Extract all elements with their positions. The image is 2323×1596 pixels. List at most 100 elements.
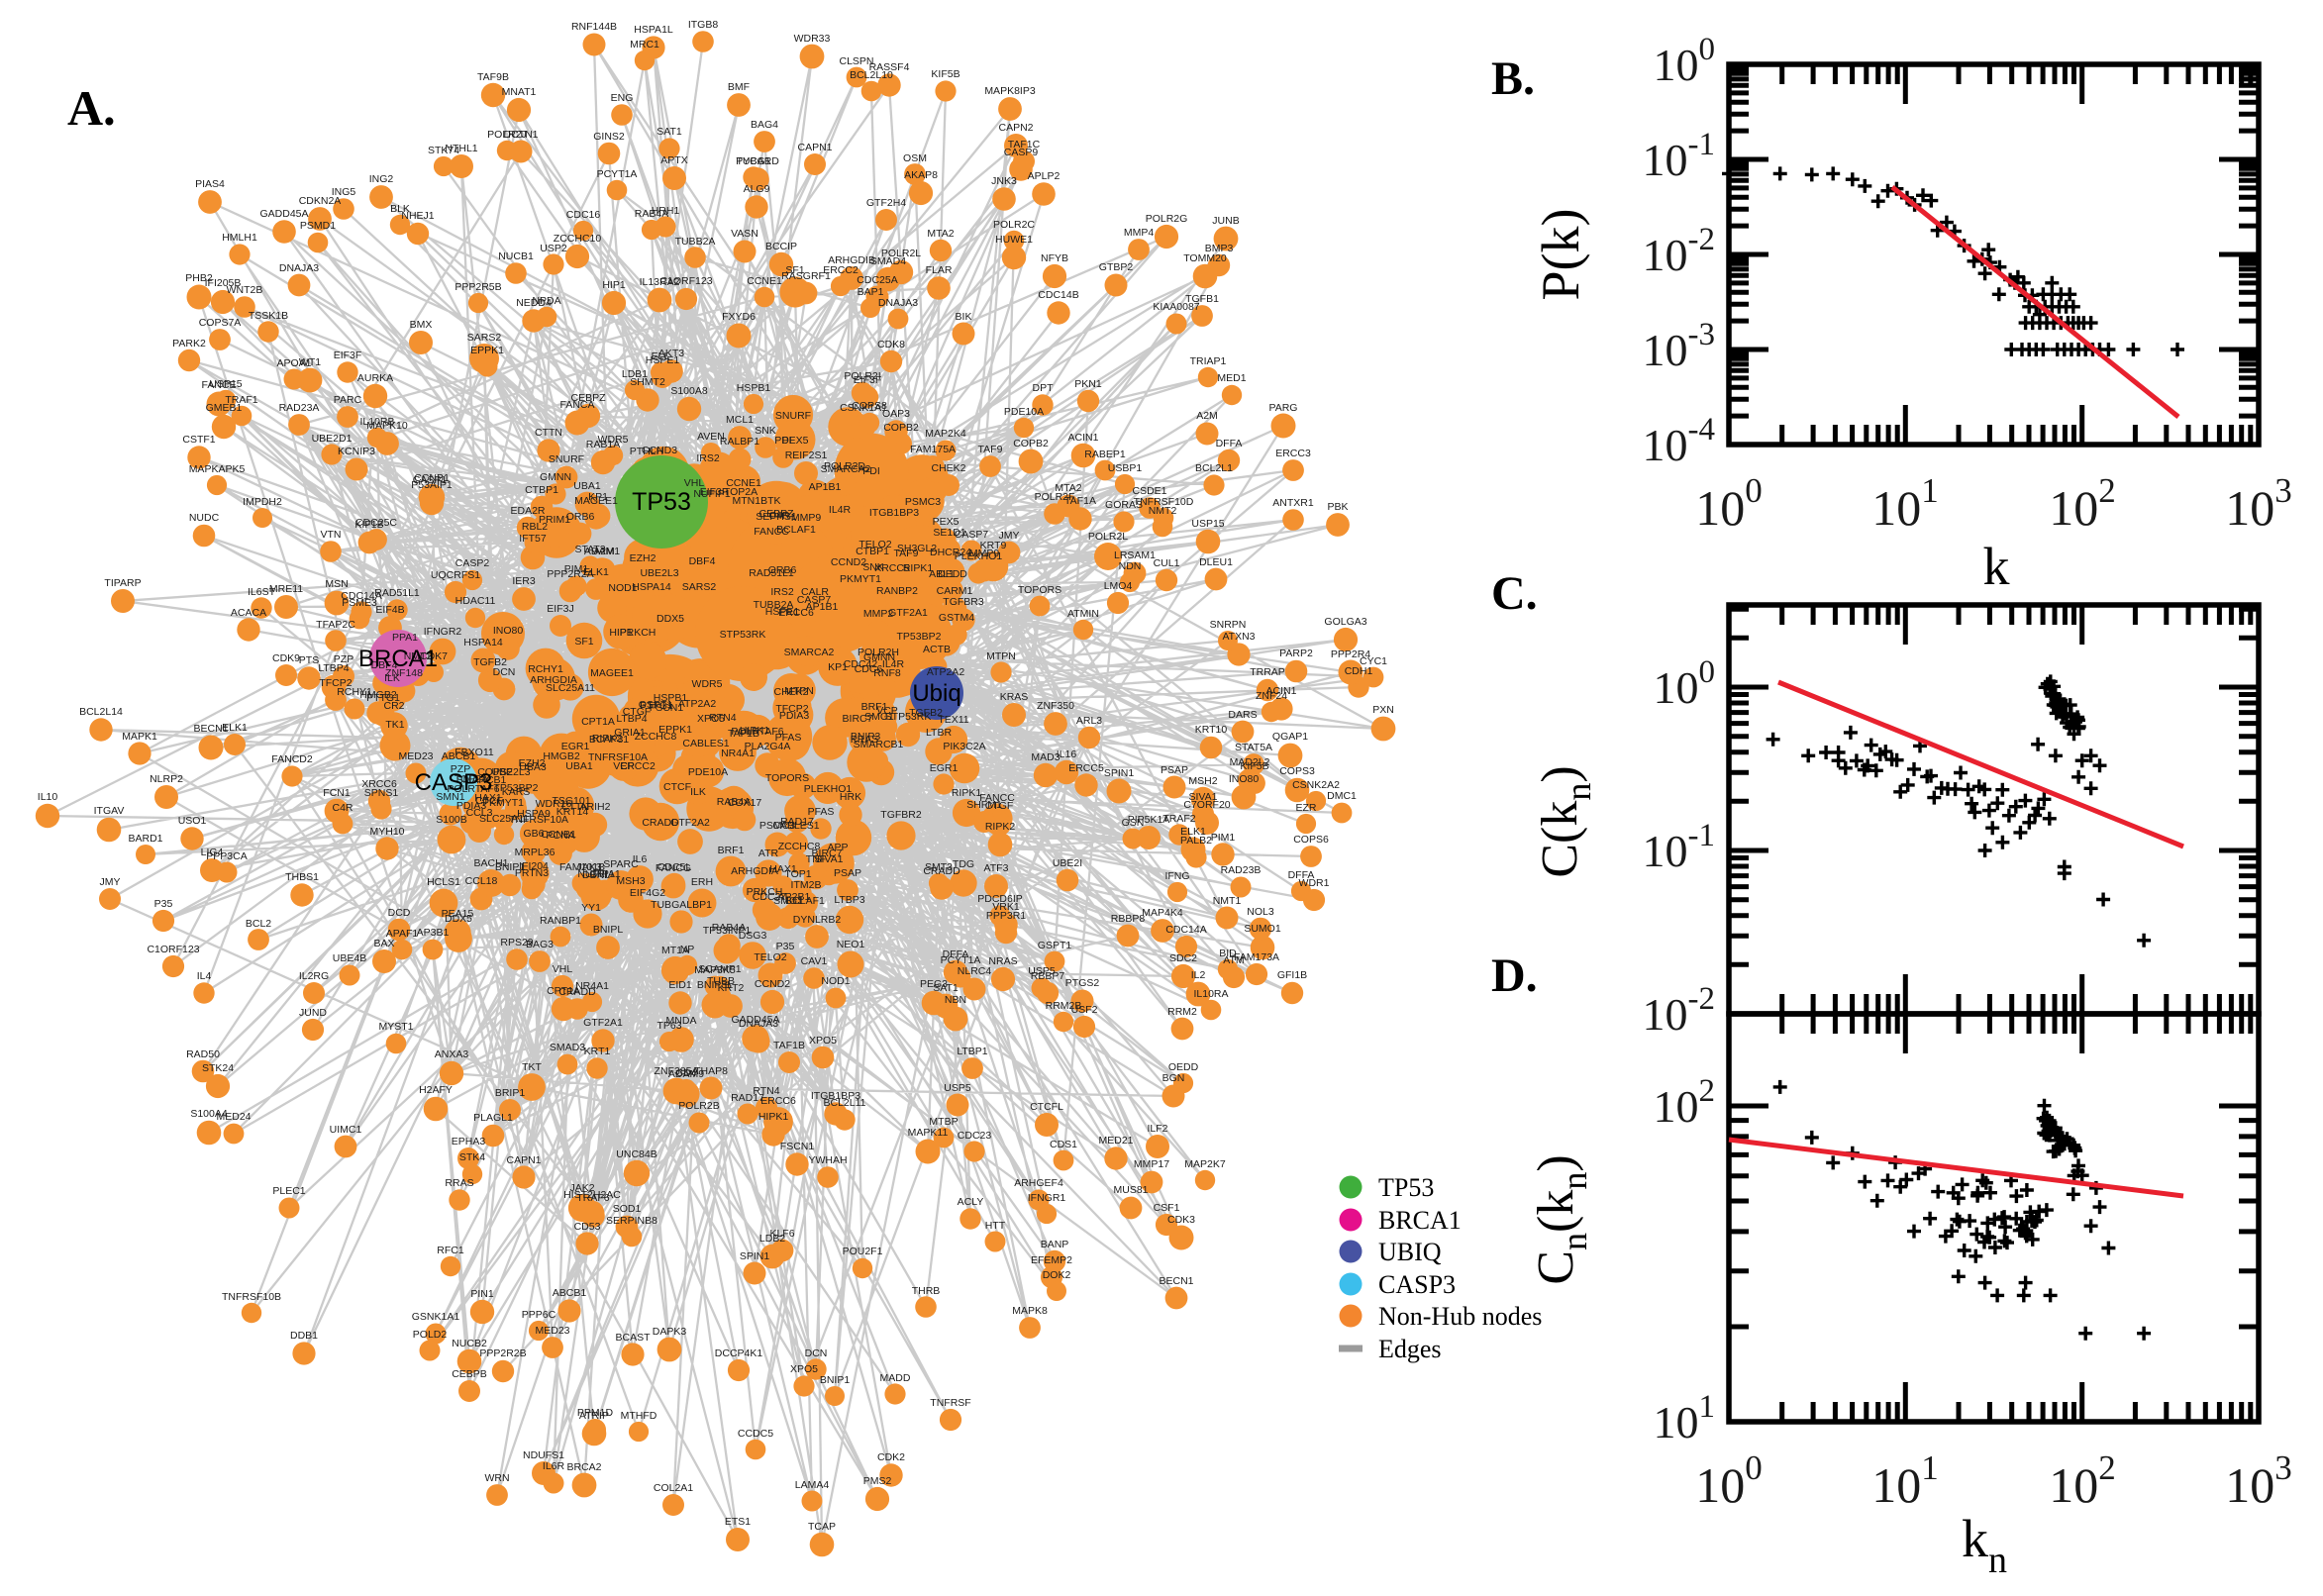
svg-text:RFC1: RFC1 [437,1245,464,1256]
svg-text:CASP3: CASP3 [1378,1270,1456,1299]
svg-text:ATP2A2: ATP2A2 [927,666,964,678]
svg-text:LTBP3: LTBP3 [834,894,864,906]
svg-text:PPP2R5B: PPP2R5B [454,281,501,293]
svg-text:BCAST: BCAST [615,1332,651,1344]
svg-text:IL10RB: IL10RB [359,416,394,428]
svg-text:ZCCHC8: ZCCHC8 [635,731,677,743]
svg-text:BCL2: BCL2 [246,918,271,930]
svg-text:CYC1: CYC1 [1360,655,1387,667]
svg-text:RAB4A: RAB4A [635,208,668,220]
svg-text:AURKA: AURKA [357,372,393,384]
svg-text:BID: BID [1219,948,1237,959]
svg-text:NEDD4: NEDD4 [516,297,552,309]
svg-text:FCN1: FCN1 [323,787,351,799]
svg-text:SE1D1: SE1D1 [933,527,965,539]
svg-text:SF1: SF1 [785,264,804,276]
svg-text:SMARCB1: SMARCB1 [854,739,904,750]
svg-text:KRAS: KRAS [1000,691,1029,703]
svg-text:GB6: GB6 [523,828,544,840]
svg-text:CCND2: CCND2 [755,978,790,990]
svg-text:CTCFL: CTCFL [1030,1101,1063,1113]
svg-text:HRH1: HRH1 [652,205,680,217]
svg-text:MAP2K7: MAP2K7 [1184,1158,1226,1170]
svg-text:GSPT1: GSPT1 [639,699,673,711]
svg-text:PTGS2: PTGS2 [1065,977,1100,989]
svg-text:ERCC6: ERCC6 [760,1095,796,1107]
svg-text:HCLS1: HCLS1 [427,876,460,888]
svg-text:RBBP8: RBBP8 [1111,913,1146,925]
svg-text:SMT3: SMT3 [925,861,953,873]
svg-text:SMAD4: SMAD4 [870,255,906,267]
svg-text:PPA1: PPA1 [392,632,418,644]
svg-text:TAF9B: TAF9B [477,71,509,83]
svg-text:DOK2: DOK2 [1043,1269,1071,1281]
svg-text:TELO2: TELO2 [754,951,786,963]
svg-text:PEX5: PEX5 [933,516,960,528]
svg-text:CDC27: CDC27 [753,891,787,903]
svg-text:NEO1: NEO1 [837,939,865,950]
svg-text:GMNN: GMNN [863,651,895,663]
svg-text:EZR: EZR [1296,802,1317,814]
svg-text:NDUFS1: NDUFS1 [523,1449,564,1461]
svg-text:CDKN2A: CDKN2A [299,195,342,207]
svg-text:SPNS1: SPNS1 [364,787,399,799]
svg-text:TELO2: TELO2 [858,539,891,550]
svg-text:LIG4: LIG4 [201,847,224,858]
svg-text:PIM1: PIM1 [1211,832,1236,844]
svg-text:USP5: USP5 [1028,965,1056,977]
svg-text:BACH1: BACH1 [473,857,508,869]
svg-text:SIVA1: SIVA1 [815,853,844,865]
svg-text:RCHY1: RCHY1 [337,686,372,698]
svg-text:ILF2: ILF2 [1147,1123,1167,1135]
svg-text:TDG: TDG [953,858,974,870]
svg-text:FANCG: FANCG [656,862,691,874]
svg-text:ACIN1: ACIN1 [1068,432,1099,444]
svg-text:EGR1: EGR1 [561,741,590,752]
svg-text:CCNE1: CCNE1 [747,275,782,287]
svg-text:CCND2: CCND2 [831,556,866,568]
svg-text:CRADD: CRADD [923,865,960,877]
svg-text:CCND3: CCND3 [642,445,677,456]
svg-text:IFNGR1: IFNGR1 [1028,1192,1066,1204]
svg-text:MSH2: MSH2 [1188,775,1217,787]
svg-text:A2M: A2M [593,546,615,557]
svg-text:COPS6: COPS6 [1293,834,1329,846]
svg-text:CD53: CD53 [574,1221,601,1233]
svg-text:PLEKHO1: PLEKHO1 [955,550,1003,562]
svg-text:PSME3: PSME3 [342,597,377,609]
svg-text:USF2: USF2 [1071,1004,1098,1016]
svg-text:LTBP4: LTBP4 [318,662,349,674]
svg-text:ACIN1: ACIN1 [1266,685,1297,697]
svg-text:MT1A: MT1A [661,945,689,956]
svg-text:ARIH2: ARIH2 [580,801,611,813]
svg-text:YY1: YY1 [581,902,601,914]
svg-text:BNIP3L: BNIP3L [697,979,733,991]
svg-text:NUCB1: NUCB1 [498,250,534,262]
svg-text:POLR2B: POLR2B [678,1100,719,1112]
svg-text:MMP2: MMP2 [863,608,893,620]
svg-text:HSPB1: HSPB1 [737,382,771,394]
svg-text:PPP2R2B: PPP2R2B [479,1347,526,1359]
svg-text:CRADD: CRADD [642,817,679,829]
svg-text:USO1: USO1 [178,815,207,827]
svg-text:IL6: IL6 [633,853,648,865]
svg-text:CARM1: CARM1 [937,585,973,597]
svg-text:NOD1: NOD1 [608,582,637,594]
svg-text:SNURF: SNURF [549,453,584,465]
svg-text:SAT1: SAT1 [656,126,682,138]
svg-text:CTCF: CTCF [475,795,503,807]
svg-text:GINS2: GINS2 [593,131,625,143]
svg-text:RIPK1: RIPK1 [952,787,982,799]
svg-text:KARS: KARS [502,786,531,798]
svg-text:KIAA0087: KIAA0087 [1153,301,1199,313]
svg-text:MAD3: MAD3 [1031,751,1060,763]
svg-text:RAD51L1: RAD51L1 [749,567,794,579]
svg-text:DFFA: DFFA [1288,869,1315,881]
svg-text:DCTN1: DCTN1 [503,129,538,141]
svg-text:TAF1C: TAF1C [1008,139,1041,150]
svg-text:IL2: IL2 [1191,969,1206,981]
svg-text:ARHGDIB: ARHGDIB [828,254,875,266]
svg-text:ALG9: ALG9 [744,183,770,195]
svg-text:VASN: VASN [731,228,758,240]
svg-text:KRT2: KRT2 [718,982,745,994]
